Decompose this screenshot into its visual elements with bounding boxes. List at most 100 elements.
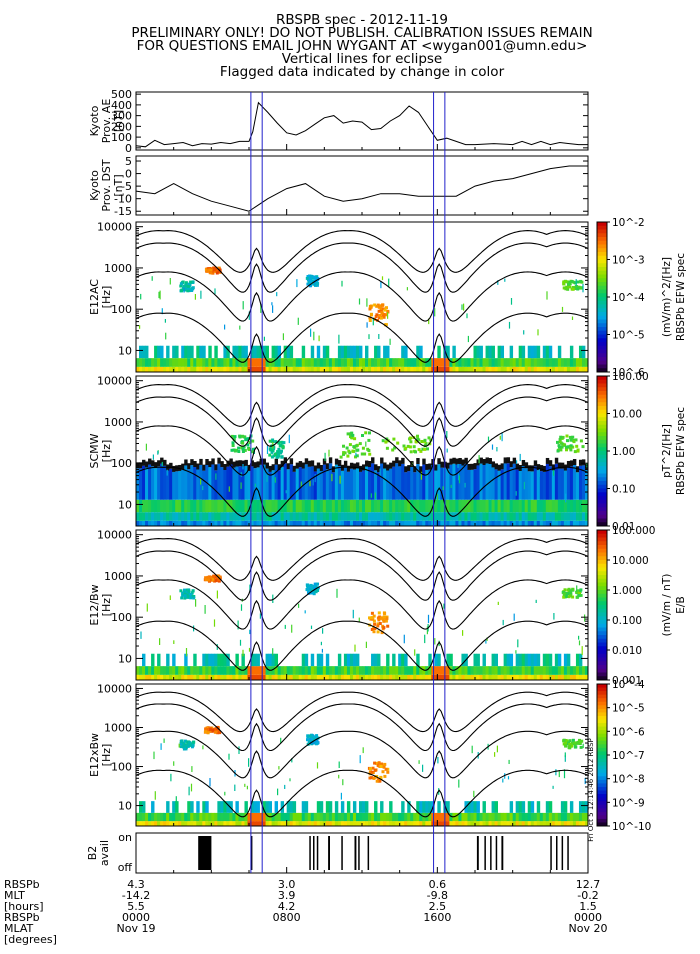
spectrogram-cell: [209, 778, 211, 787]
spectrogram-cell: [375, 779, 379, 783]
spectrogram-cell: [425, 812, 429, 822]
spectrogram-cell: [507, 776, 510, 780]
spectrogram-cell: [476, 512, 480, 521]
spectrogram-cell: [301, 520, 306, 526]
spectrogram-cell: [237, 620, 239, 630]
y-tick-label: 10000: [97, 221, 132, 234]
colorbar-cell: [597, 409, 607, 414]
spectrogram-cell: [506, 366, 511, 372]
spectrogram-cell: [244, 512, 248, 521]
spectrogram-cell: [319, 358, 324, 367]
panel-frame: [135, 91, 589, 151]
spectrogram-cell: [473, 499, 477, 513]
spectrogram-cell: [523, 330, 525, 335]
spectrogram-cell: [533, 666, 538, 675]
spectrogram-cell: [265, 801, 269, 813]
spectrogram-cell: [372, 630, 376, 634]
y-axis-label: E12xBw: [88, 733, 101, 777]
spectrogram-cell: [368, 461, 372, 468]
colorbar-cell: [597, 797, 607, 802]
spectrogram-cell: [280, 520, 285, 526]
spectrogram-cell: [202, 345, 206, 359]
spectrogram-cell: [383, 462, 387, 469]
spectrogram-cell: [569, 358, 574, 367]
spectrogram-cell: [322, 666, 327, 675]
spectrogram-cell: [289, 499, 294, 513]
spectrogram-cell: [205, 499, 209, 513]
spectrogram-cell: [368, 821, 372, 826]
spectrogram-cell: [139, 462, 143, 469]
spectrogram-cell: [181, 674, 185, 680]
spectrogram-cell: [322, 512, 327, 521]
colorbar-cell: [597, 462, 607, 467]
spectrogram-cell: [362, 801, 366, 813]
spectrogram-cell: [581, 821, 586, 826]
spectrogram-cell: [286, 499, 291, 513]
spectrogram-cell: [568, 446, 572, 450]
spectrogram-cell: [196, 821, 200, 826]
colorbar-cell: [597, 701, 607, 706]
spectrogram-cell: [434, 464, 438, 471]
spectrogram-cell: [289, 512, 294, 521]
spectrogram-cell: [256, 366, 260, 372]
spectrogram-cell: [494, 653, 498, 667]
spectrogram-cell: [482, 666, 486, 675]
spectrogram-cell: [181, 666, 185, 675]
header: RBSPB spec - 2012-11-19 PRELIMINARY ONLY…: [131, 12, 592, 80]
spectrogram-cell: [368, 358, 372, 367]
spectrogram-cell: [280, 449, 283, 453]
spectrogram-cell: [199, 520, 203, 526]
spectrogram-cell: [226, 358, 230, 367]
spectrogram-cell: [183, 594, 187, 598]
spectrogram-cell: [416, 437, 420, 441]
ephemeris-row-label: [hours]: [4, 900, 44, 913]
colorbar-cell: [597, 270, 607, 275]
spectrogram-cell: [349, 345, 354, 359]
spectrogram-cell: [187, 589, 191, 593]
spectrogram-cell: [321, 648, 323, 653]
spectrogram-cell: [437, 458, 441, 465]
spectrogram-cell: [337, 366, 342, 372]
spectrogram-cell: [536, 512, 541, 521]
colorbar-cell: [597, 237, 607, 242]
ephemeris-value: 0000: [122, 911, 150, 924]
spectrogram-cell: [184, 345, 188, 359]
spectrogram-cell: [208, 666, 212, 675]
spectrogram-cell: [205, 520, 209, 526]
spectrogram-cell: [416, 812, 420, 822]
spectrogram-cell: [276, 450, 280, 454]
spectrogram-cell: [503, 666, 508, 675]
spectrogram-cell: [554, 821, 559, 826]
spectrogram-cell: [571, 587, 575, 591]
spectrogram-cell: [377, 779, 381, 783]
spectrogram-cell: [304, 674, 309, 680]
spectrogram-cell: [464, 674, 468, 680]
spectrogram-cell: [554, 653, 559, 667]
spectrogram-cell: [512, 666, 517, 675]
spectrogram-cell: [189, 596, 193, 600]
colorbar-cell: [597, 567, 607, 572]
spectrogram-cell: [250, 499, 254, 513]
spectrogram-cell: [562, 592, 566, 596]
spectrogram-cell: [389, 821, 393, 826]
spectrogram-cell: [428, 512, 432, 521]
spectrogram-cell: [145, 461, 149, 468]
spectrogram-cell: [214, 288, 216, 295]
spectrogram-cell: [310, 499, 315, 513]
spectrogram-cell: [378, 314, 382, 317]
spectrogram-cell: [572, 465, 577, 500]
spectrogram-cell: [343, 520, 348, 526]
spectrogram-cell: [551, 812, 556, 822]
colorbar-cell: [597, 398, 607, 403]
spectrogram-cell: [310, 512, 315, 521]
spectrogram-cell: [476, 499, 480, 513]
spectrogram-cell: [413, 358, 417, 367]
spectrogram-cell: [200, 477, 202, 485]
spectrogram-cell: [280, 801, 285, 813]
spectrogram-cell: [564, 752, 566, 758]
y-tick-label: -10: [114, 193, 132, 206]
spectrogram-cell: [581, 812, 586, 822]
spectrogram-cell: [419, 801, 423, 813]
spectrogram-cell: [193, 499, 197, 513]
spectrogram-cell: [250, 812, 254, 822]
